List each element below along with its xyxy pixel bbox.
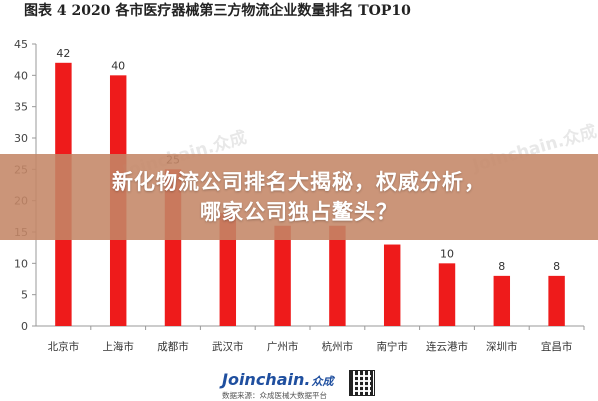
bar [383, 244, 401, 326]
bar [219, 213, 237, 326]
x-tick-label: 武汉市 [212, 340, 244, 353]
data-label: 40 [111, 59, 125, 72]
y-tick-label: 10 [14, 257, 28, 270]
brand-logo: Joinchain.众成 [222, 370, 333, 389]
data-label: 8 [498, 260, 505, 273]
y-tick-label: 40 [14, 69, 28, 82]
bar [438, 263, 456, 326]
headline-banner: 新化物流公司排名大揭秘，权威分析， 哪家公司独占鳌头？ [0, 154, 598, 240]
x-tick-label: 广州市 [267, 340, 299, 353]
bar [274, 225, 291, 326]
y-tick-label: 35 [14, 101, 28, 114]
x-tick-label: 杭州市 [322, 340, 354, 353]
brand-name: Joinchain. [222, 370, 311, 389]
headline-line-1: 新化物流公司排名大揭秘，权威分析， [112, 170, 486, 194]
data-label: 42 [56, 47, 70, 60]
y-tick-label: 45 [14, 38, 28, 51]
x-tick-label: 宜昌市 [541, 340, 573, 353]
x-tick-label: 上海市 [102, 340, 134, 353]
footer: Joinchain.众成 数据来源：众成医械大数据平台 [0, 368, 598, 400]
bar [493, 275, 511, 326]
x-tick-label: 成都市 [157, 340, 189, 353]
x-tick-label: 连云港市 [426, 340, 468, 353]
data-label: 8 [553, 260, 560, 273]
qr-code-icon [349, 370, 375, 396]
chart-title: 图表 4 2020 各市医疗器械第三方物流企业数量排名 TOP10 [24, 3, 411, 19]
brand-name-cn: 众成 [311, 375, 334, 388]
x-tick-label: 南宁市 [376, 340, 408, 353]
headline-line-2: 哪家公司独占鳌头？ [200, 200, 398, 224]
bar [548, 275, 565, 326]
y-tick-label: 0 [21, 320, 28, 333]
x-tick-label: 深圳市 [486, 340, 518, 353]
bar [329, 225, 346, 326]
data-source: 数据来源：众成医械大数据平台 [222, 391, 327, 400]
y-tick-label: 30 [14, 132, 28, 145]
bar-chart: 05101520253035404542北京市40上海市25成都市武汉市广州市杭… [14, 38, 585, 353]
x-tick-label: 北京市 [48, 340, 80, 353]
y-tick-label: 5 [21, 289, 28, 302]
data-label: 10 [440, 247, 454, 260]
